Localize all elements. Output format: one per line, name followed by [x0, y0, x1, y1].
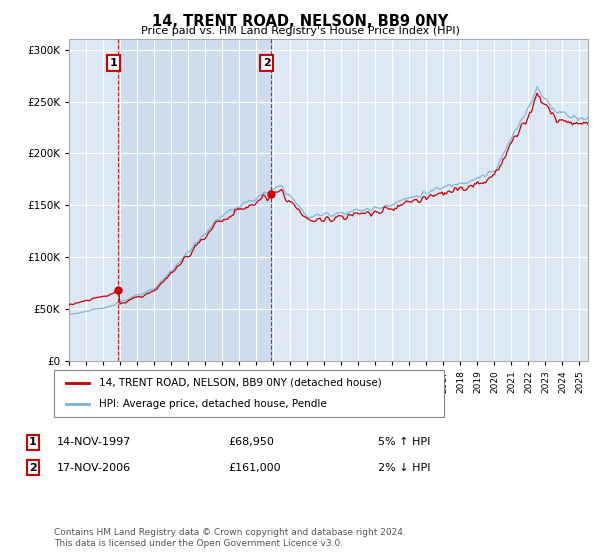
- Text: Price paid vs. HM Land Registry's House Price Index (HPI): Price paid vs. HM Land Registry's House …: [140, 26, 460, 36]
- Text: 14, TRENT ROAD, NELSON, BB9 0NY: 14, TRENT ROAD, NELSON, BB9 0NY: [152, 14, 448, 29]
- Text: 5% ↑ HPI: 5% ↑ HPI: [378, 437, 430, 447]
- Text: 2: 2: [29, 463, 37, 473]
- Text: 14-NOV-1997: 14-NOV-1997: [57, 437, 131, 447]
- Text: Contains HM Land Registry data © Crown copyright and database right 2024.
This d: Contains HM Land Registry data © Crown c…: [54, 528, 406, 548]
- Text: 2: 2: [263, 58, 271, 68]
- Text: 14, TRENT ROAD, NELSON, BB9 0NY (detached house): 14, TRENT ROAD, NELSON, BB9 0NY (detache…: [99, 378, 382, 388]
- Text: £161,000: £161,000: [228, 463, 281, 473]
- Text: £68,950: £68,950: [228, 437, 274, 447]
- Text: 2% ↓ HPI: 2% ↓ HPI: [378, 463, 431, 473]
- Text: 17-NOV-2006: 17-NOV-2006: [57, 463, 131, 473]
- Text: HPI: Average price, detached house, Pendle: HPI: Average price, detached house, Pend…: [99, 399, 326, 409]
- FancyBboxPatch shape: [54, 370, 444, 417]
- Text: 1: 1: [29, 437, 37, 447]
- Bar: [118, 39, 271, 361]
- Text: 1: 1: [110, 58, 118, 68]
